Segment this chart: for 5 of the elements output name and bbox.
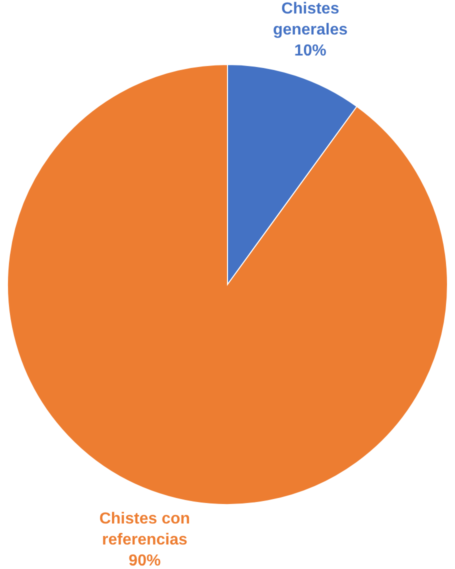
slice-label: Chistes con referencias <box>99 510 190 548</box>
pie-slice <box>7 64 448 505</box>
slice-label: Chistes generales <box>272 0 348 39</box>
data-label: 90% <box>128 552 161 569</box>
data-label: 10% <box>294 42 326 60</box>
